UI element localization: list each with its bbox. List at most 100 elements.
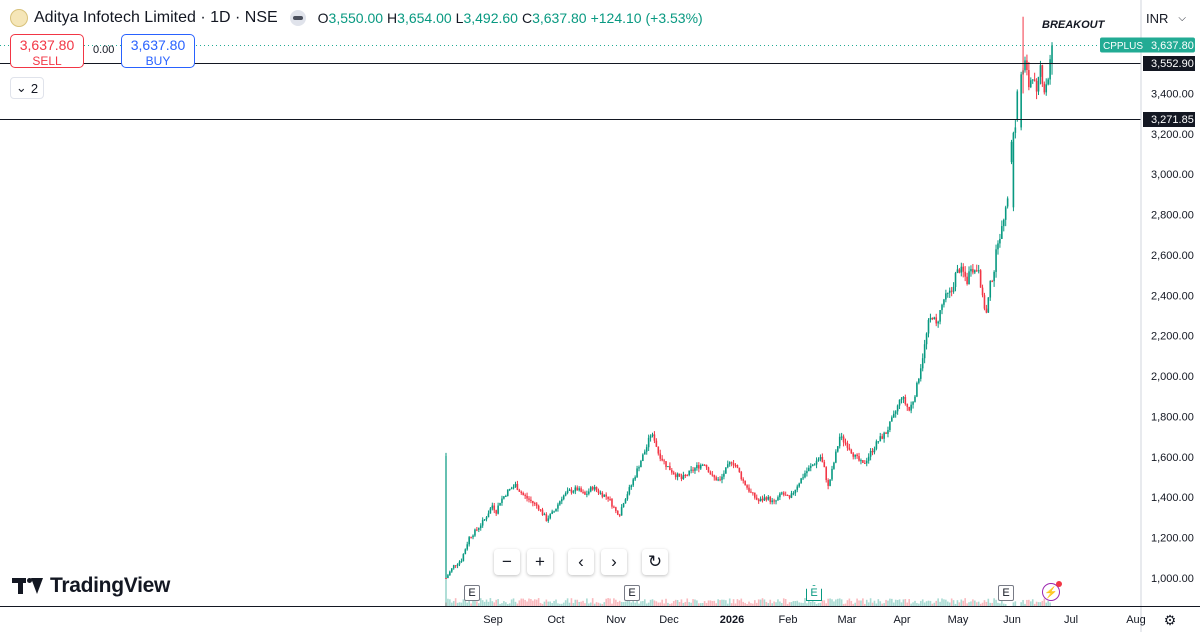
candle-body bbox=[987, 297, 990, 313]
candle-body bbox=[985, 308, 988, 313]
volume-bar bbox=[956, 600, 959, 606]
volume-bar bbox=[667, 602, 669, 606]
scroll-left-button[interactable]: ‹ bbox=[568, 549, 594, 575]
earnings-event-marker[interactable]: E bbox=[464, 585, 480, 601]
earnings-event-marker[interactable]: E bbox=[998, 585, 1014, 601]
candle-body bbox=[605, 494, 607, 497]
sell-button[interactable]: 3,637.80 SELL bbox=[10, 34, 84, 68]
volume-bar bbox=[642, 601, 644, 606]
volume-bar bbox=[551, 603, 553, 606]
flash-event-icon[interactable]: ⚡ bbox=[1042, 581, 1062, 601]
candle-body bbox=[634, 477, 636, 480]
volume-bar bbox=[549, 601, 552, 606]
candle-body bbox=[877, 441, 880, 443]
price-tags: CPPLUS 3,637.80 3,552.90 3,271.85 bbox=[1100, 37, 1195, 127]
volume-bar bbox=[730, 603, 733, 606]
candle-body bbox=[1031, 79, 1034, 81]
candle-body bbox=[690, 469, 692, 471]
candle-body bbox=[889, 421, 891, 431]
candle-body bbox=[472, 535, 474, 538]
candle-body bbox=[522, 493, 524, 496]
candle-body bbox=[912, 401, 914, 405]
candle-body bbox=[478, 528, 480, 530]
candles bbox=[445, 16, 1053, 579]
candle-body bbox=[667, 466, 669, 468]
price-tick-label: 1,600.00 bbox=[1151, 452, 1194, 464]
volume-bar bbox=[759, 599, 762, 606]
tradingview-logo[interactable]: TradingView bbox=[12, 574, 170, 598]
candle-body bbox=[707, 467, 710, 473]
earnings-event-marker[interactable]: E bbox=[624, 585, 640, 601]
candle-body bbox=[927, 319, 930, 334]
time-tick-label: Mar bbox=[837, 614, 857, 626]
candle-body bbox=[1026, 60, 1028, 71]
candle-body bbox=[686, 475, 689, 477]
volume-bar bbox=[715, 603, 717, 606]
candle-body bbox=[497, 505, 499, 514]
time-tick-label: Jun bbox=[1003, 614, 1021, 626]
reset-chart-button[interactable]: ↻ bbox=[642, 549, 668, 575]
candle-body bbox=[744, 480, 746, 486]
candle-body bbox=[929, 317, 932, 320]
dividend-event-marker[interactable]: E bbox=[806, 585, 822, 601]
price-tick-label: 1,000.00 bbox=[1151, 573, 1194, 585]
candle-body bbox=[833, 462, 835, 469]
volume-bar bbox=[773, 601, 775, 606]
candle-body bbox=[754, 492, 756, 498]
candle-body bbox=[977, 270, 980, 272]
candle-body bbox=[725, 467, 727, 474]
volume-bar bbox=[474, 601, 476, 606]
zoom-out-button[interactable]: − bbox=[494, 549, 520, 575]
volume-bar bbox=[821, 600, 824, 606]
volume-bar bbox=[584, 603, 586, 606]
candle-body bbox=[595, 487, 598, 491]
scroll-right-button[interactable]: › bbox=[601, 549, 627, 575]
volume-bar bbox=[649, 599, 652, 606]
volume-bar bbox=[829, 598, 831, 606]
candle-body bbox=[852, 453, 855, 457]
candle-body bbox=[464, 549, 467, 555]
candle-body bbox=[836, 446, 839, 452]
volume-bar bbox=[935, 600, 938, 606]
candle-body bbox=[669, 466, 671, 471]
candle-body bbox=[896, 405, 899, 412]
volume-bar bbox=[800, 602, 802, 606]
candle-body bbox=[740, 472, 743, 480]
volume-bar bbox=[790, 602, 793, 606]
symbol-title[interactable]: Aditya Infotech Limited · 1D · NSE bbox=[34, 9, 278, 26]
volume-bar bbox=[991, 602, 993, 606]
candle-body bbox=[628, 487, 631, 495]
candle-body bbox=[551, 511, 553, 514]
currency-selector[interactable]: INR ⌵ bbox=[1146, 8, 1194, 28]
volume-bar bbox=[1012, 602, 1015, 606]
candle-body bbox=[537, 505, 540, 510]
gear-icon[interactable]: ⚙ bbox=[1163, 611, 1177, 628]
price-tick-label: 1,800.00 bbox=[1151, 411, 1194, 423]
volume-bar bbox=[725, 600, 727, 606]
time-tick-label: Oct bbox=[547, 614, 565, 626]
candle-body bbox=[520, 491, 523, 494]
volume-bar bbox=[586, 598, 588, 606]
zoom-in-button[interactable]: + bbox=[527, 549, 553, 575]
indicators-toggle[interactable]: ⌄ 2 bbox=[10, 77, 44, 99]
buy-button[interactable]: 3,637.80 BUY bbox=[121, 34, 195, 68]
candle-body bbox=[771, 500, 773, 503]
candle-body bbox=[892, 413, 895, 418]
eye-icon[interactable] bbox=[289, 10, 306, 26]
volume-bar bbox=[713, 600, 716, 606]
chevron-left-icon: ‹ bbox=[578, 552, 584, 571]
volume-bar bbox=[466, 602, 469, 606]
candle-body bbox=[524, 495, 526, 497]
candle-body bbox=[483, 519, 486, 521]
candle-body bbox=[615, 507, 617, 511]
candle-body bbox=[941, 304, 943, 311]
candle-body bbox=[470, 537, 472, 539]
candle-body bbox=[804, 473, 806, 478]
ohlc-readout: O3,550.00 H3,654.00 L3,492.60 C3,637.80 … bbox=[318, 10, 703, 26]
volume-bar bbox=[483, 601, 486, 606]
candle-body bbox=[665, 461, 667, 468]
candle-body bbox=[572, 491, 575, 493]
volume-bar bbox=[794, 601, 797, 606]
time-tick-label: 2026 bbox=[719, 614, 745, 626]
